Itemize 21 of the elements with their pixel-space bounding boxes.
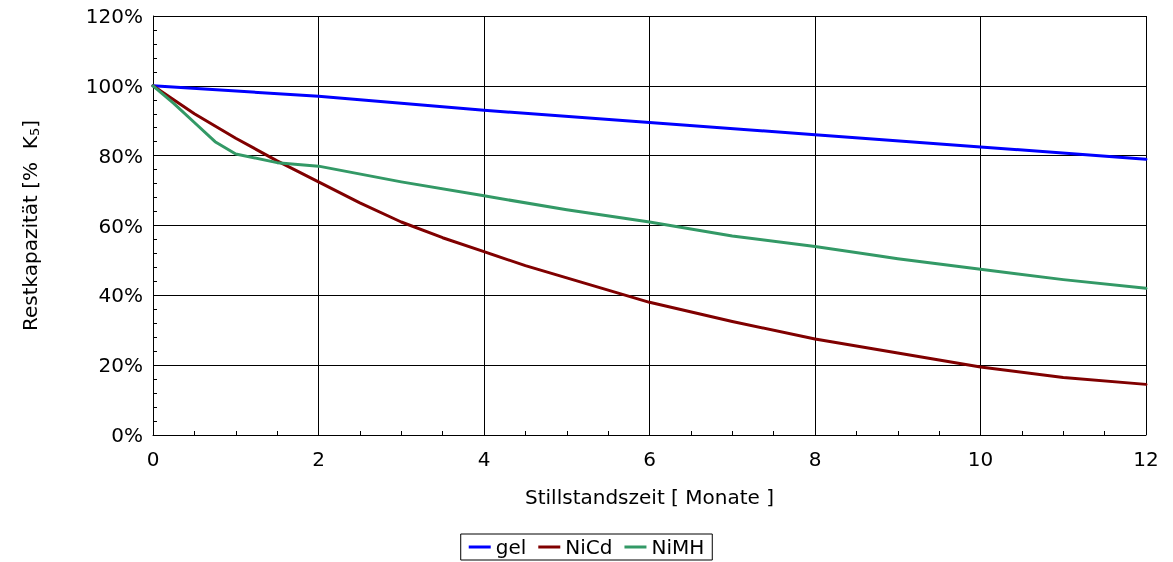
y-tick-label: 100%	[85, 73, 143, 98]
y-tick-label: 80%	[98, 143, 143, 168]
y-tick-label: 0%	[111, 423, 143, 447]
y-tick-label: 20%	[98, 353, 143, 378]
y-tick-label: 40%	[98, 283, 143, 308]
x-tick-label: 2	[312, 447, 325, 471]
legend-label: NiCd	[565, 535, 613, 559]
x-tick-label: 6	[643, 447, 656, 471]
line-series	[151, 84, 1148, 161]
x-tick-label: 12	[1133, 447, 1159, 471]
y-axis-title: Restkapazität [% K5]	[17, 119, 42, 332]
line-series	[151, 84, 1148, 290]
x-axis-title: Stillstandszeit [ Monate ]	[525, 485, 774, 509]
x-tick-label: 0	[146, 447, 160, 471]
x-tick-label: 10	[967, 447, 994, 471]
legend-label: gel	[495, 535, 527, 559]
y-tick-label: 60%	[98, 213, 143, 238]
legend-label: NiMH	[651, 535, 705, 559]
x-tick-label: 4	[477, 447, 491, 471]
x-tick-label: 8	[808, 447, 822, 471]
y-tick-label: 120%	[85, 4, 143, 28]
